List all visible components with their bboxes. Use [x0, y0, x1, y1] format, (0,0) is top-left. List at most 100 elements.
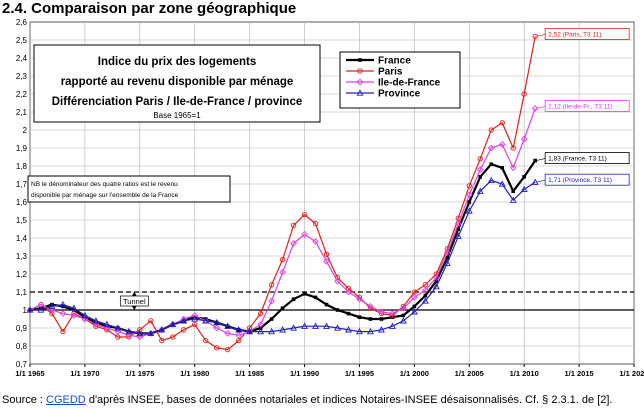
data-point-province — [421, 297, 429, 304]
data-point-province — [443, 259, 451, 266]
data-point-france — [500, 166, 505, 170]
x-tick-label: 1/1 2005 — [455, 369, 484, 378]
data-point-france — [291, 297, 296, 301]
data-point-paris — [246, 325, 253, 331]
data-point-france — [412, 304, 417, 309]
source-link[interactable]: CGEDD — [46, 394, 86, 406]
x-tick-label: 1/1 2015 — [564, 369, 593, 378]
x-tick-label: 1/1 1990 — [290, 369, 319, 378]
data-point-ile-de-france — [301, 231, 308, 238]
data-point-paris — [60, 328, 66, 335]
data-point-province — [92, 317, 100, 324]
legend-swatch-marker — [356, 89, 364, 96]
legend-label: Paris — [378, 67, 403, 78]
end-label-box — [544, 152, 630, 165]
data-point-paris — [323, 251, 330, 257]
data-point-france — [379, 317, 384, 321]
x-tick-label: 1/1 1995 — [345, 369, 374, 378]
title-box: Indice du prix des logements rapporté au… — [33, 44, 321, 123]
data-point-france — [324, 302, 329, 307]
source-rest: d'après INSEE, bases de données notarial… — [85, 394, 613, 406]
data-point-province — [410, 308, 418, 315]
data-point-province — [498, 180, 506, 187]
data-point-paris — [49, 310, 55, 317]
legend-swatch-marker — [357, 68, 363, 74]
data-point-ile-de-france — [268, 297, 275, 305]
data-point-paris — [477, 156, 483, 162]
chart-subtitle: Base 1965=1 — [153, 111, 201, 120]
data-point-province — [399, 317, 407, 324]
data-point-province — [323, 322, 330, 329]
data-point-paris — [510, 145, 516, 151]
data-point-paris — [466, 183, 472, 189]
data-point-province — [257, 327, 265, 335]
x-tick-label: 1/1 1965 — [15, 369, 44, 378]
chart-title-line-2: rapporté au revenu disponible par ménage — [61, 76, 294, 88]
data-point-ile-de-france — [498, 141, 506, 148]
data-point-ile-de-france — [103, 324, 111, 332]
data-point-france — [401, 313, 406, 318]
data-point-ile-de-france — [345, 288, 352, 296]
data-point-paris — [290, 222, 297, 229]
data-point-france — [533, 158, 537, 163]
x-axis-ticks: 1/1 1965 1/1 1970 1/1 1975 1/1 1980 1/1 1985… — [15, 364, 644, 378]
data-point-ile-de-france — [114, 328, 122, 335]
data-point-france — [511, 189, 515, 193]
y-tick-label: 1,7 — [16, 180, 28, 189]
y-tick-label: 1,1 — [16, 288, 28, 297]
data-point-france — [434, 279, 439, 283]
x-tick-label: 1/1 1975 — [125, 369, 154, 378]
end-label-text: 1,71 (Province, T3 11) — [548, 177, 612, 184]
data-point-france — [522, 175, 526, 179]
data-point-ile-de-france — [323, 258, 330, 265]
data-point-france — [302, 292, 307, 296]
data-point-province — [26, 306, 34, 313]
y-tick-label: 2,1 — [16, 108, 28, 117]
data-point-province — [158, 326, 166, 333]
series-line-province — [30, 179, 536, 334]
data-point-paris — [148, 318, 154, 324]
data-point-province — [136, 329, 144, 337]
end-label-text: 2,12 (Ile-de-Fr., T3 11) — [548, 103, 612, 110]
data-point-province — [509, 196, 517, 203]
legend-item-province: Province — [346, 89, 421, 100]
end-label-box — [544, 173, 630, 186]
y-tick-label: 1,6 — [16, 198, 28, 207]
data-point-france — [489, 162, 494, 166]
note-line-1: NB le dénominateur des quatre ratios est… — [31, 181, 178, 188]
legend-label: Ile-de-France — [378, 78, 441, 89]
data-point-france — [368, 317, 373, 321]
data-point-ile-de-france — [180, 315, 188, 323]
data-point-province — [432, 282, 440, 290]
data-point-paris — [301, 211, 308, 218]
data-point-ile-de-france — [367, 303, 374, 310]
end-label-leader — [536, 158, 546, 161]
data-point-province — [246, 327, 254, 335]
y-tick-label: 2 — [23, 126, 28, 135]
tunnel-label: Tunnel — [123, 297, 146, 306]
y-tick-label: 1,4 — [16, 234, 28, 243]
tunnel-label-box — [119, 295, 149, 307]
data-point-ile-de-france — [476, 166, 484, 173]
data-point-paris — [312, 220, 319, 227]
data-point-france — [467, 200, 472, 204]
end-label-leader — [536, 34, 546, 37]
data-point-paris — [279, 256, 286, 263]
end-label-text: 1,83 (France, T3 11) — [548, 156, 607, 163]
chart: 0,7 0,8 0,9 1 1,1 1,2 1,3 1,4 1,5 1,6 1,7 1,8 1,9 2 2,… — [15, 18, 644, 378]
x-tick-label: 1/1 1985 — [235, 369, 264, 378]
data-point-province — [476, 187, 484, 194]
data-point-ile-de-france — [81, 315, 89, 323]
end-label-text: 2,52 (Paris, T3 11) — [548, 31, 601, 38]
data-point-paris — [488, 127, 494, 133]
end-label-leader — [536, 106, 546, 109]
y-tick-label: 0,8 — [16, 342, 28, 351]
y-tick-label: 1,5 — [16, 216, 28, 225]
data-point-province — [388, 322, 396, 329]
data-point-paris — [499, 120, 505, 126]
data-point-ile-de-france — [400, 304, 407, 312]
data-point-ile-de-france — [432, 274, 440, 281]
data-point-france — [445, 256, 450, 260]
data-point-ile-de-france — [465, 191, 473, 199]
